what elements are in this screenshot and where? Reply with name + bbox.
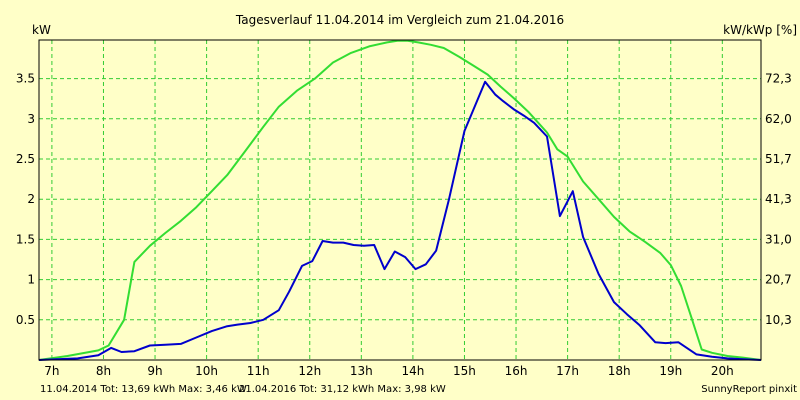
x-tick-label: 8h [96,364,111,378]
x-tick-label: 20h [711,364,734,378]
grid [39,40,761,360]
y-tick-label-left: 2 [27,192,35,206]
x-tick-label: 17h [556,364,579,378]
series-line-11.04.2014 [38,80,762,361]
y-tick-label-left: 1 [27,273,35,287]
tick-labels: 7h 8h 9h 10h 11h 12h 13h 14h 15h 16h 17h 18h 19h 20h 0… [16,72,792,378]
y-tick-label-right: 72,3 [765,72,792,86]
y-axis-label-right: kW/kWp [%] [723,23,797,37]
x-tick-label: 7h [44,364,59,378]
y-tick-label-right: 41,3 [765,192,792,206]
footer-credit: SunnyReport pinxit [701,384,797,395]
y-tick-label-right: 31,0 [765,232,792,246]
x-tick-label: 10h [195,364,218,378]
x-tick-label: 15h [453,364,476,378]
y-tick-label-left: 3 [27,112,35,126]
y-tick-label-left: 3.5 [16,72,35,86]
plot-border [38,39,762,361]
x-tick-label: 16h [505,364,528,378]
x-tick-label: 14h [401,364,424,378]
y-tick-label-left: 2.5 [16,152,35,166]
y-tick-label-right: 62,0 [765,112,792,126]
x-tick-label: 19h [659,364,682,378]
y-tick-label-left: 1.5 [16,232,35,246]
footer-stats-2016: 21.04.2016 Tot: 31,12 kWh Max: 3,98 kW [239,384,446,395]
chart-title: Tagesverlauf 11.04.2014 im Vergleich zum… [235,13,564,27]
y-tick-label-right: 20,7 [765,273,792,287]
y-tick-label-left: 0.5 [16,313,35,327]
y-tick-label-right: 51,7 [765,152,792,166]
x-tick-label: 11h [247,364,270,378]
y-axis-label-left: kW [32,23,51,37]
x-tick-label: 13h [350,364,373,378]
x-tick-label: 18h [608,364,631,378]
series-lines [38,39,762,361]
x-tick-label: 12h [298,364,321,378]
series-line-21.04.2016 [38,39,762,361]
x-tick-label: 9h [147,364,162,378]
y-tick-label-right: 10,3 [765,313,792,327]
footer-stats-2014: 11.04.2014 Tot: 13,69 kWh Max: 3,46 kW [40,384,247,395]
